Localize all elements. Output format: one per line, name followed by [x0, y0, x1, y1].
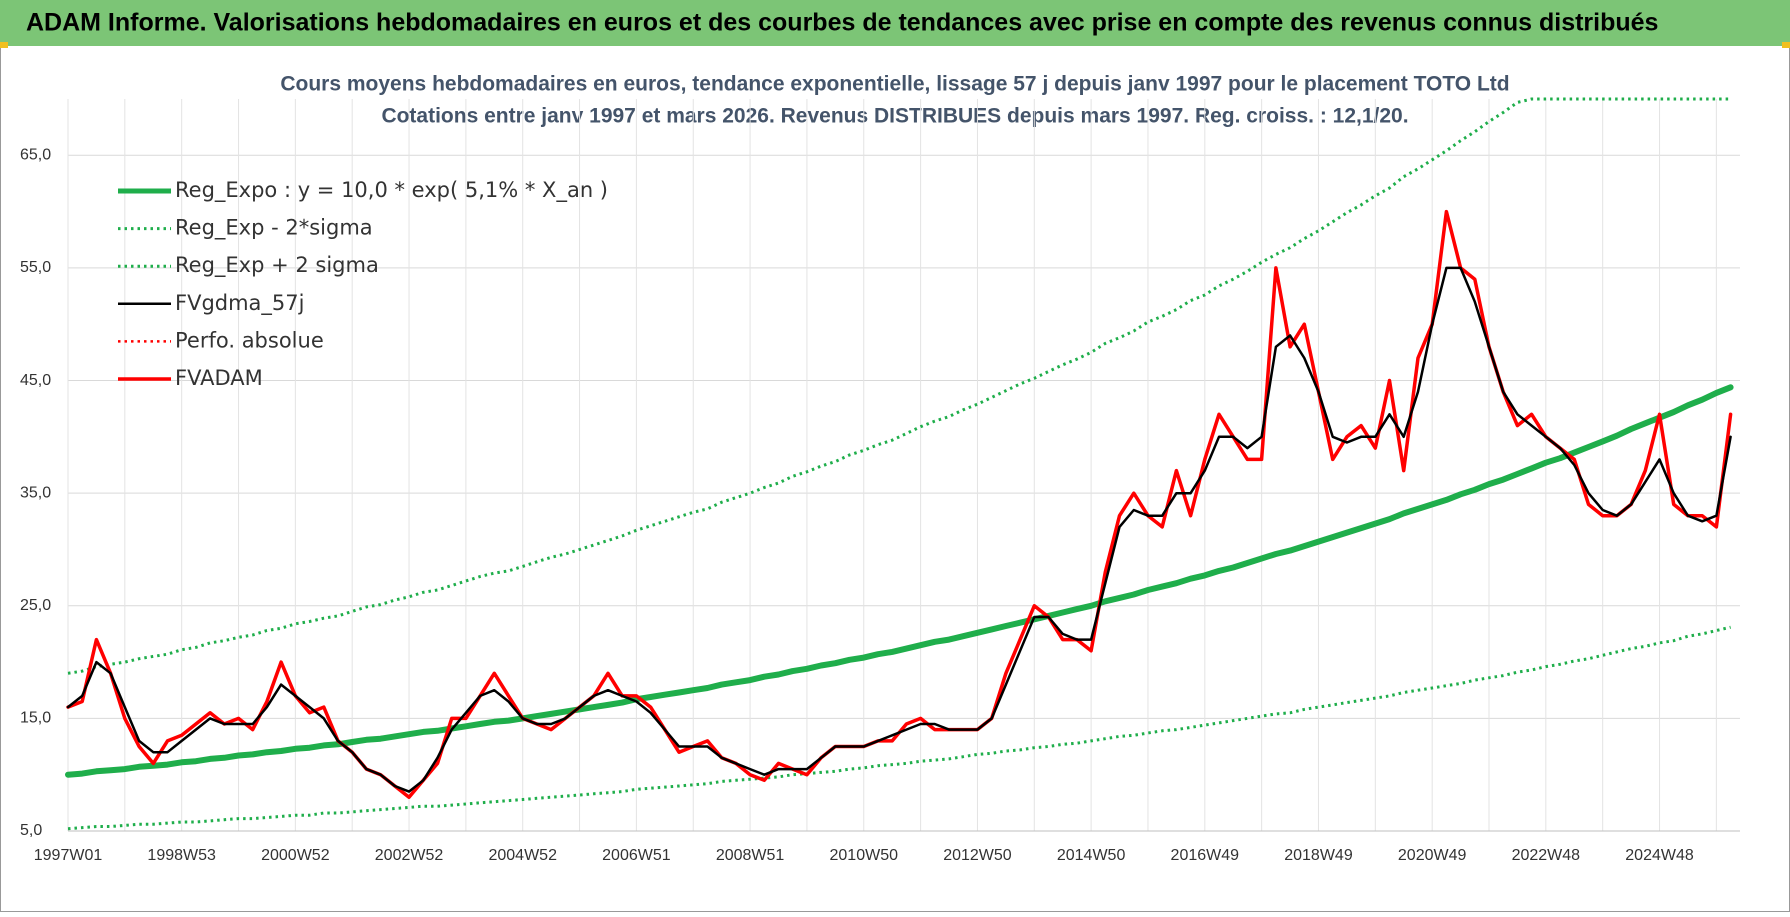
x-tick-label: 1997W01 — [34, 847, 103, 864]
legend-label: FVADAM — [175, 366, 263, 390]
x-tick-label: 2012W50 — [943, 847, 1012, 864]
x-tick-label: 2016W49 — [1171, 847, 1240, 864]
x-tick-label: 2022W48 — [1512, 847, 1581, 864]
x-tick-label: 2020W49 — [1398, 847, 1467, 864]
x-tick-label: 2010W50 — [830, 847, 899, 864]
y-tick-label: 45,0 — [20, 372, 51, 389]
y-tick-label: 15,0 — [20, 710, 51, 727]
chart-title: Cours moyens hebdomadaires en euros, ten… — [280, 73, 1509, 96]
chart-subtitle: Cotations entre janv 1997 et mars 2026. … — [381, 105, 1408, 128]
y-tick-label: 5,0 — [20, 822, 42, 839]
series-line — [67, 97, 1731, 675]
x-tick-label: 1998W53 — [147, 847, 216, 864]
x-tick-label: 2006W51 — [602, 847, 671, 864]
y-tick-label: 55,0 — [20, 259, 51, 276]
x-tick-label: 2002W52 — [375, 847, 444, 864]
legend: Reg_Expo : y = 10,0 * exp( 5,1% * X_an )… — [118, 178, 608, 390]
legend-label: Reg_Expo : y = 10,0 * exp( 5,1% * X_an ) — [175, 178, 608, 203]
header-bar — [0, 0, 1790, 46]
series-line — [65, 384, 1734, 778]
x-tick-label: 2008W51 — [716, 847, 785, 864]
plot — [65, 97, 1734, 831]
y-tick-label: 25,0 — [20, 597, 51, 614]
corner-accent — [0, 42, 8, 48]
legend-label: Perfo. absolue — [175, 328, 324, 352]
y-tick-label: 65,0 — [20, 147, 51, 164]
series-line — [66, 266, 1732, 793]
series-line — [67, 625, 1731, 831]
x-tick-label: 2018W49 — [1284, 847, 1353, 864]
x-tick-label: 2004W52 — [488, 847, 557, 864]
x-tick-label: 2000W52 — [261, 847, 330, 864]
x-tick-label: 2024W48 — [1625, 847, 1694, 864]
legend-label: Reg_Exp + 2 sigma — [175, 253, 379, 278]
y-tick-label: 35,0 — [20, 484, 51, 501]
corner-accent — [1782, 42, 1790, 48]
legend-label: FVgdma_57j — [175, 291, 305, 316]
legend-label: Reg_Exp - 2*sigma — [175, 216, 373, 241]
x-tick-label: 2014W50 — [1057, 847, 1126, 864]
header-title: ADAM Informe. Valorisations hebdomadaire… — [26, 9, 1658, 37]
grid: 5,0 15,0 25,0 35,0 45,0 55,0 65,0 1997W01 1998W5… — [20, 99, 1740, 864]
